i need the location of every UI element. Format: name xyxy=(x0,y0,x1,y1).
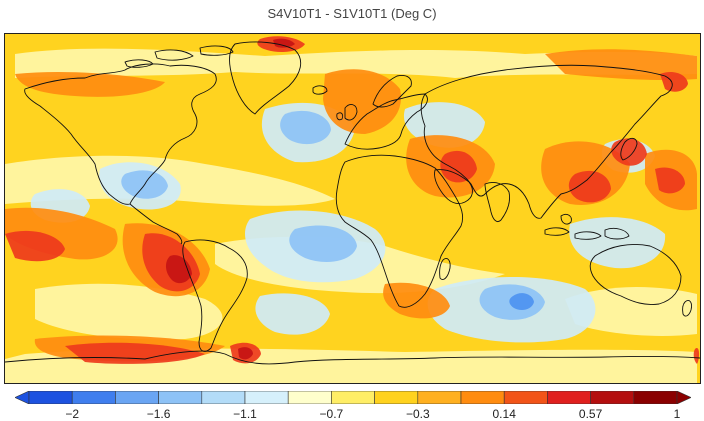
anomaly-region xyxy=(165,255,192,284)
anomaly-region xyxy=(15,48,697,78)
anomaly-region xyxy=(655,167,685,194)
anomaly-region xyxy=(693,347,700,364)
colorbar-swatch xyxy=(71,391,116,404)
anomaly-region xyxy=(35,283,223,340)
color-scale-bar xyxy=(15,391,691,404)
colorbar-tick-label: 1 xyxy=(673,407,681,421)
colorbar-tick-label: −2 xyxy=(65,407,80,421)
anomaly-region xyxy=(509,293,534,310)
colorbar-tick-label: −1.1 xyxy=(233,407,257,421)
coastline-asia xyxy=(420,64,673,219)
coastline-british-isles xyxy=(336,104,358,121)
anomaly-region xyxy=(65,342,205,364)
map-title: S4V10T1 - S1V10T1 (Deg C) xyxy=(267,6,437,21)
colorbar-swatch xyxy=(201,391,246,404)
anomaly-region xyxy=(255,293,330,335)
colorbar-swatch xyxy=(28,391,73,404)
anomaly-region xyxy=(15,71,165,97)
colorbar-swatch xyxy=(244,391,289,404)
colorbar-tick-label: 0.14 xyxy=(492,407,516,421)
anomaly-region xyxy=(440,150,477,183)
anomaly-region xyxy=(611,138,647,166)
coastline-antarctica xyxy=(5,350,700,365)
coastline-africa xyxy=(335,154,464,308)
colorbar-tick-label: 0.57 xyxy=(578,407,603,421)
colorbar-swatch xyxy=(460,391,505,404)
coastline-north-america xyxy=(24,63,217,205)
coastline-iceland xyxy=(312,85,328,95)
coastline-madagascar xyxy=(439,257,451,280)
anomaly-region xyxy=(383,282,450,319)
coastline-india xyxy=(484,181,510,223)
coastline-greenland xyxy=(229,41,302,115)
anomaly-region xyxy=(569,217,666,269)
coastline-indonesia xyxy=(544,213,630,240)
colorbar-swatch xyxy=(158,391,203,404)
coastline-europe xyxy=(344,93,428,150)
colorbar-swatch xyxy=(547,391,591,404)
coastline-new-zealand xyxy=(682,299,692,317)
coastline-arctic-islands xyxy=(124,45,234,68)
colorbar-swatch xyxy=(633,391,678,404)
coastlines xyxy=(5,41,700,365)
colorbar-tick-label: −1.6 xyxy=(146,407,171,421)
colorbar-swatch xyxy=(417,391,462,404)
anomaly-region xyxy=(545,49,697,81)
anomaly-region xyxy=(289,225,357,262)
colorbar-max-arrow xyxy=(676,391,691,404)
coastline-central-america xyxy=(129,203,183,245)
anomaly-map xyxy=(4,33,701,384)
coastline-arabia xyxy=(434,169,473,205)
anomaly-region xyxy=(568,170,611,203)
coastline-south-america xyxy=(182,239,248,352)
colorbar-swatch xyxy=(331,391,375,404)
coastline-japan xyxy=(620,137,638,161)
colorbar-swatch xyxy=(503,391,548,404)
anomaly-region xyxy=(565,287,697,336)
colorbar-min-arrow xyxy=(15,391,30,404)
anomaly-region xyxy=(280,110,331,145)
colorbar-swatch xyxy=(590,391,635,404)
colorbar-tick-label: −0.3 xyxy=(405,407,430,421)
colorbar-swatch xyxy=(374,391,419,404)
colorbar-tick-label: −0.7 xyxy=(319,407,344,421)
anomaly-region xyxy=(273,38,295,48)
colorbar-swatch xyxy=(115,391,159,404)
anomaly-region xyxy=(5,230,65,262)
anomaly-region xyxy=(238,347,253,360)
coastline-australia xyxy=(589,244,682,305)
coastline-scandinavia xyxy=(372,75,412,108)
colorbar-swatch xyxy=(287,391,332,404)
